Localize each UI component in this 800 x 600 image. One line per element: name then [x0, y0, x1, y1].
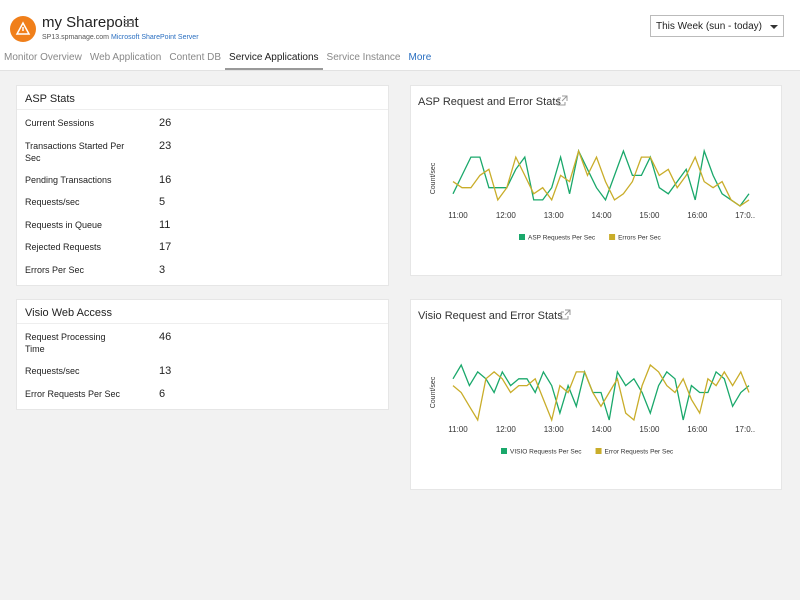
chart: ASP Request and Error Stats Count/sec 11:0… [418, 95, 755, 242]
legend-swatch [609, 234, 616, 240]
stat-label: Requests/sec [25, 366, 80, 376]
legend-label: ASP Requests Per Sec [528, 235, 596, 242]
server-link[interactable]: Microsoft SharePoint Server [111, 34, 199, 41]
stat-label: Request Processing Time [25, 332, 106, 354]
external-link-icon[interactable] [557, 95, 568, 106]
legend-label: VISIO Requests Per Sec [510, 449, 582, 456]
panel-title: ASP Stats [17, 86, 388, 110]
stat-label: Errors Per Sec [25, 264, 85, 275]
icon [557, 95, 568, 106]
x-tick-label: 14:00 [592, 211, 613, 220]
chart-title: ASP Request and Error Stats [418, 96, 561, 108]
chart-title: Visio Request and Error Stats [418, 310, 563, 322]
y-axis-label: Count/sec [430, 376, 437, 408]
tab[interactable]: Monitor Overview [4, 52, 82, 63]
stats-panel: Visio Web Access Request Processing Time 4… [16, 299, 389, 410]
x-tick-label: 13:00 [544, 211, 565, 220]
stat-row: Current Sessions 26 [17, 114, 388, 137]
stat-label: Rejected Requests [25, 242, 102, 252]
legend-swatch [519, 234, 525, 240]
stat-row: Pending Transactions 16 [17, 171, 388, 194]
series-line [452, 363, 750, 423]
x-tick-label: 13:00 [544, 425, 565, 434]
period-select[interactable]: This Week (sun - today) [650, 15, 784, 37]
header: my Sharepoint SP13.spmanage.com Microsof… [0, 0, 800, 71]
icon [560, 309, 571, 320]
external-link-icon[interactable] [560, 309, 571, 320]
x-tick-label: 15:00 [639, 211, 660, 220]
stat-row: Transactions Started Per Sec 23 [17, 137, 388, 171]
stat-value: 17 [159, 241, 172, 253]
x-tick-label: 17:0.. [735, 425, 755, 434]
stat-value: 46 [159, 331, 172, 343]
y-axis-label: Count/sec [430, 162, 437, 194]
chart: Visio Request and Error Stats Count/sec 11… [418, 309, 755, 456]
x-tick-label: 11:00 [448, 425, 468, 434]
stat-label: Transactions Started Per Sec [25, 140, 125, 163]
series-line [452, 148, 750, 207]
stat-value: 13 [159, 365, 172, 377]
legend-swatch [501, 448, 507, 454]
x-tick-label: 17:0.. [735, 211, 755, 220]
legend-swatch [595, 448, 602, 454]
x-tick-label: 12:00 [496, 211, 517, 220]
series-line [452, 363, 750, 421]
x-tick-label: 12:00 [496, 425, 517, 434]
stat-label: Current Sessions [25, 118, 95, 128]
tab[interactable]: More [408, 52, 432, 63]
status-icon [10, 16, 36, 42]
stat-row: Errors Per Sec 3 [17, 261, 388, 284]
tab[interactable]: Service Instance [326, 52, 401, 63]
stat-row: Requests in Queue 11 [17, 216, 388, 239]
chart-panel: ASP Request and Error Stats Count/sec 11:0… [410, 85, 782, 276]
tab[interactable]: Service Applications [225, 50, 323, 70]
x-tick-label: 11:00 [448, 211, 468, 220]
stat-row: Requests/sec 5 [17, 193, 388, 216]
tab[interactable]: Content DB [169, 52, 222, 63]
stat-label: Requests/sec [25, 197, 80, 207]
stat-row: Error Requests Per Sec 6 [17, 385, 388, 408]
monitor-title: my Sharepoint [42, 14, 139, 31]
host: SP13.spmanage.com [42, 34, 109, 41]
tabs: Monitor Overview Web Application Content D… [0, 50, 435, 70]
x-tick-label: 16:00 [687, 211, 708, 220]
chart-panel: Visio Request and Error Stats Count/sec 11… [410, 299, 782, 490]
stat-label: Error Requests Per Sec [25, 388, 121, 399]
stats-list: Request Processing Time 46 Requests/sec 13 E… [17, 324, 388, 407]
stat-value: 16 [159, 173, 172, 186]
menu-icon[interactable] [124, 18, 134, 29]
x-tick-label: 15:00 [639, 425, 660, 434]
series-line [452, 148, 750, 207]
tab[interactable]: Web Application [89, 52, 162, 63]
x-tick-label: 14:00 [592, 425, 613, 434]
stats-list: Current Sessions 26 Transactions Started P… [17, 110, 388, 283]
legend-label: Error Requests Per Sec [605, 449, 674, 456]
stats-panel: ASP Stats Current Sessions 26 Transactions … [16, 85, 389, 286]
stat-label: Pending Transactions [25, 174, 112, 185]
stat-row: Requests/sec 13 [17, 362, 388, 385]
stat-value: 11 [159, 218, 171, 231]
stat-value: 5 [159, 196, 166, 208]
stat-value: 3 [159, 263, 166, 276]
legend-label: Errors Per Sec [618, 235, 661, 242]
x-tick-label: 16:00 [687, 425, 708, 434]
stat-label: Requests in Queue [25, 219, 103, 230]
panel-title: Visio Web Access [17, 300, 388, 324]
stat-value: 26 [159, 117, 172, 129]
stat-value: 6 [159, 387, 166, 400]
stat-value: 23 [159, 139, 172, 152]
stat-row: Rejected Requests 17 [17, 238, 388, 261]
stat-row: Request Processing Time 46 [17, 328, 388, 362]
